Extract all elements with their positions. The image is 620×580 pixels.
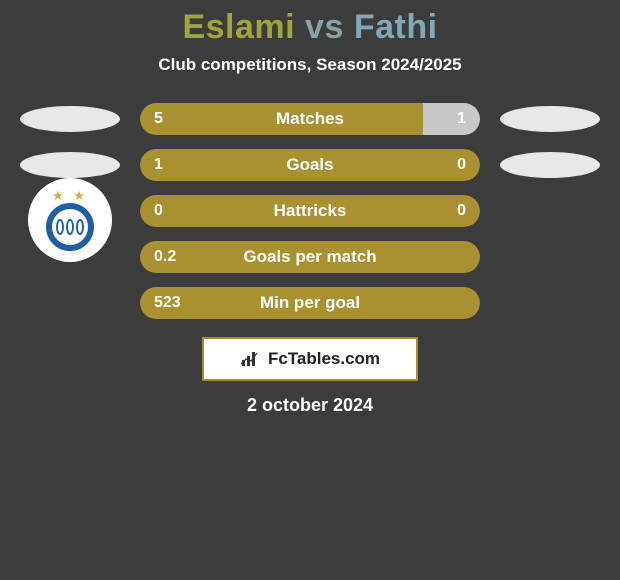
stat-label: Goals per match — [243, 247, 376, 267]
vs-text: vs — [305, 8, 344, 46]
badge-ring-icon — [46, 203, 94, 251]
stat-bar: 0 Hattricks 0 — [140, 195, 480, 227]
stat-row: 5 Matches 1 — [0, 103, 620, 135]
stat-value-left: 0.2 — [154, 248, 176, 266]
stat-value-right: 0 — [457, 202, 466, 220]
stat-label: Goals — [286, 155, 333, 175]
subtitle: Club competitions, Season 2024/2025 — [0, 55, 620, 75]
badge-stars-icon: ★ ★ — [52, 189, 88, 202]
footer-logo: FcTables.com — [202, 337, 418, 381]
stat-bar: 1 Goals 0 — [140, 149, 480, 181]
player-badge-left — [18, 105, 122, 133]
stat-bar: 5 Matches 1 — [140, 103, 480, 135]
stat-value-left: 1 — [154, 156, 163, 174]
page-title: Eslami vs Fathi — [0, 8, 620, 47]
avatar-placeholder-icon — [500, 152, 600, 178]
stat-value-left: 5 — [154, 110, 163, 128]
stat-value-right: 0 — [457, 156, 466, 174]
stat-value-left: 0 — [154, 202, 163, 220]
stat-label: Hattricks — [274, 201, 347, 221]
avatar-placeholder-icon — [20, 152, 120, 178]
avatar-placeholder-icon — [500, 106, 600, 132]
player1-name: Eslami — [182, 8, 295, 46]
stat-row: 523 Min per goal — [0, 287, 620, 319]
date-text: 2 october 2024 — [0, 395, 620, 416]
player2-name: Fathi — [354, 8, 438, 46]
footer-brand-text: FcTables.com — [268, 349, 380, 369]
stat-value-right: 1 — [457, 110, 466, 128]
stat-label: Matches — [276, 109, 344, 129]
avatar-placeholder-icon — [20, 106, 120, 132]
player-badge-right — [498, 289, 602, 317]
stat-bar: 523 Min per goal — [140, 287, 480, 319]
player-badge-right — [498, 105, 602, 133]
bar-chart-icon — [240, 350, 262, 368]
player-badge-left — [18, 151, 122, 179]
player-badge-right — [498, 243, 602, 271]
stat-row: 1 Goals 0 — [0, 149, 620, 181]
club-badge-left: ★ ★ — [28, 178, 112, 262]
player-badge-right — [498, 197, 602, 225]
player-badge-left — [18, 289, 122, 317]
stat-bar: 0.2 Goals per match — [140, 241, 480, 273]
player-badge-right — [498, 151, 602, 179]
stat-value-left: 523 — [154, 294, 181, 312]
stat-label: Min per goal — [260, 293, 360, 313]
